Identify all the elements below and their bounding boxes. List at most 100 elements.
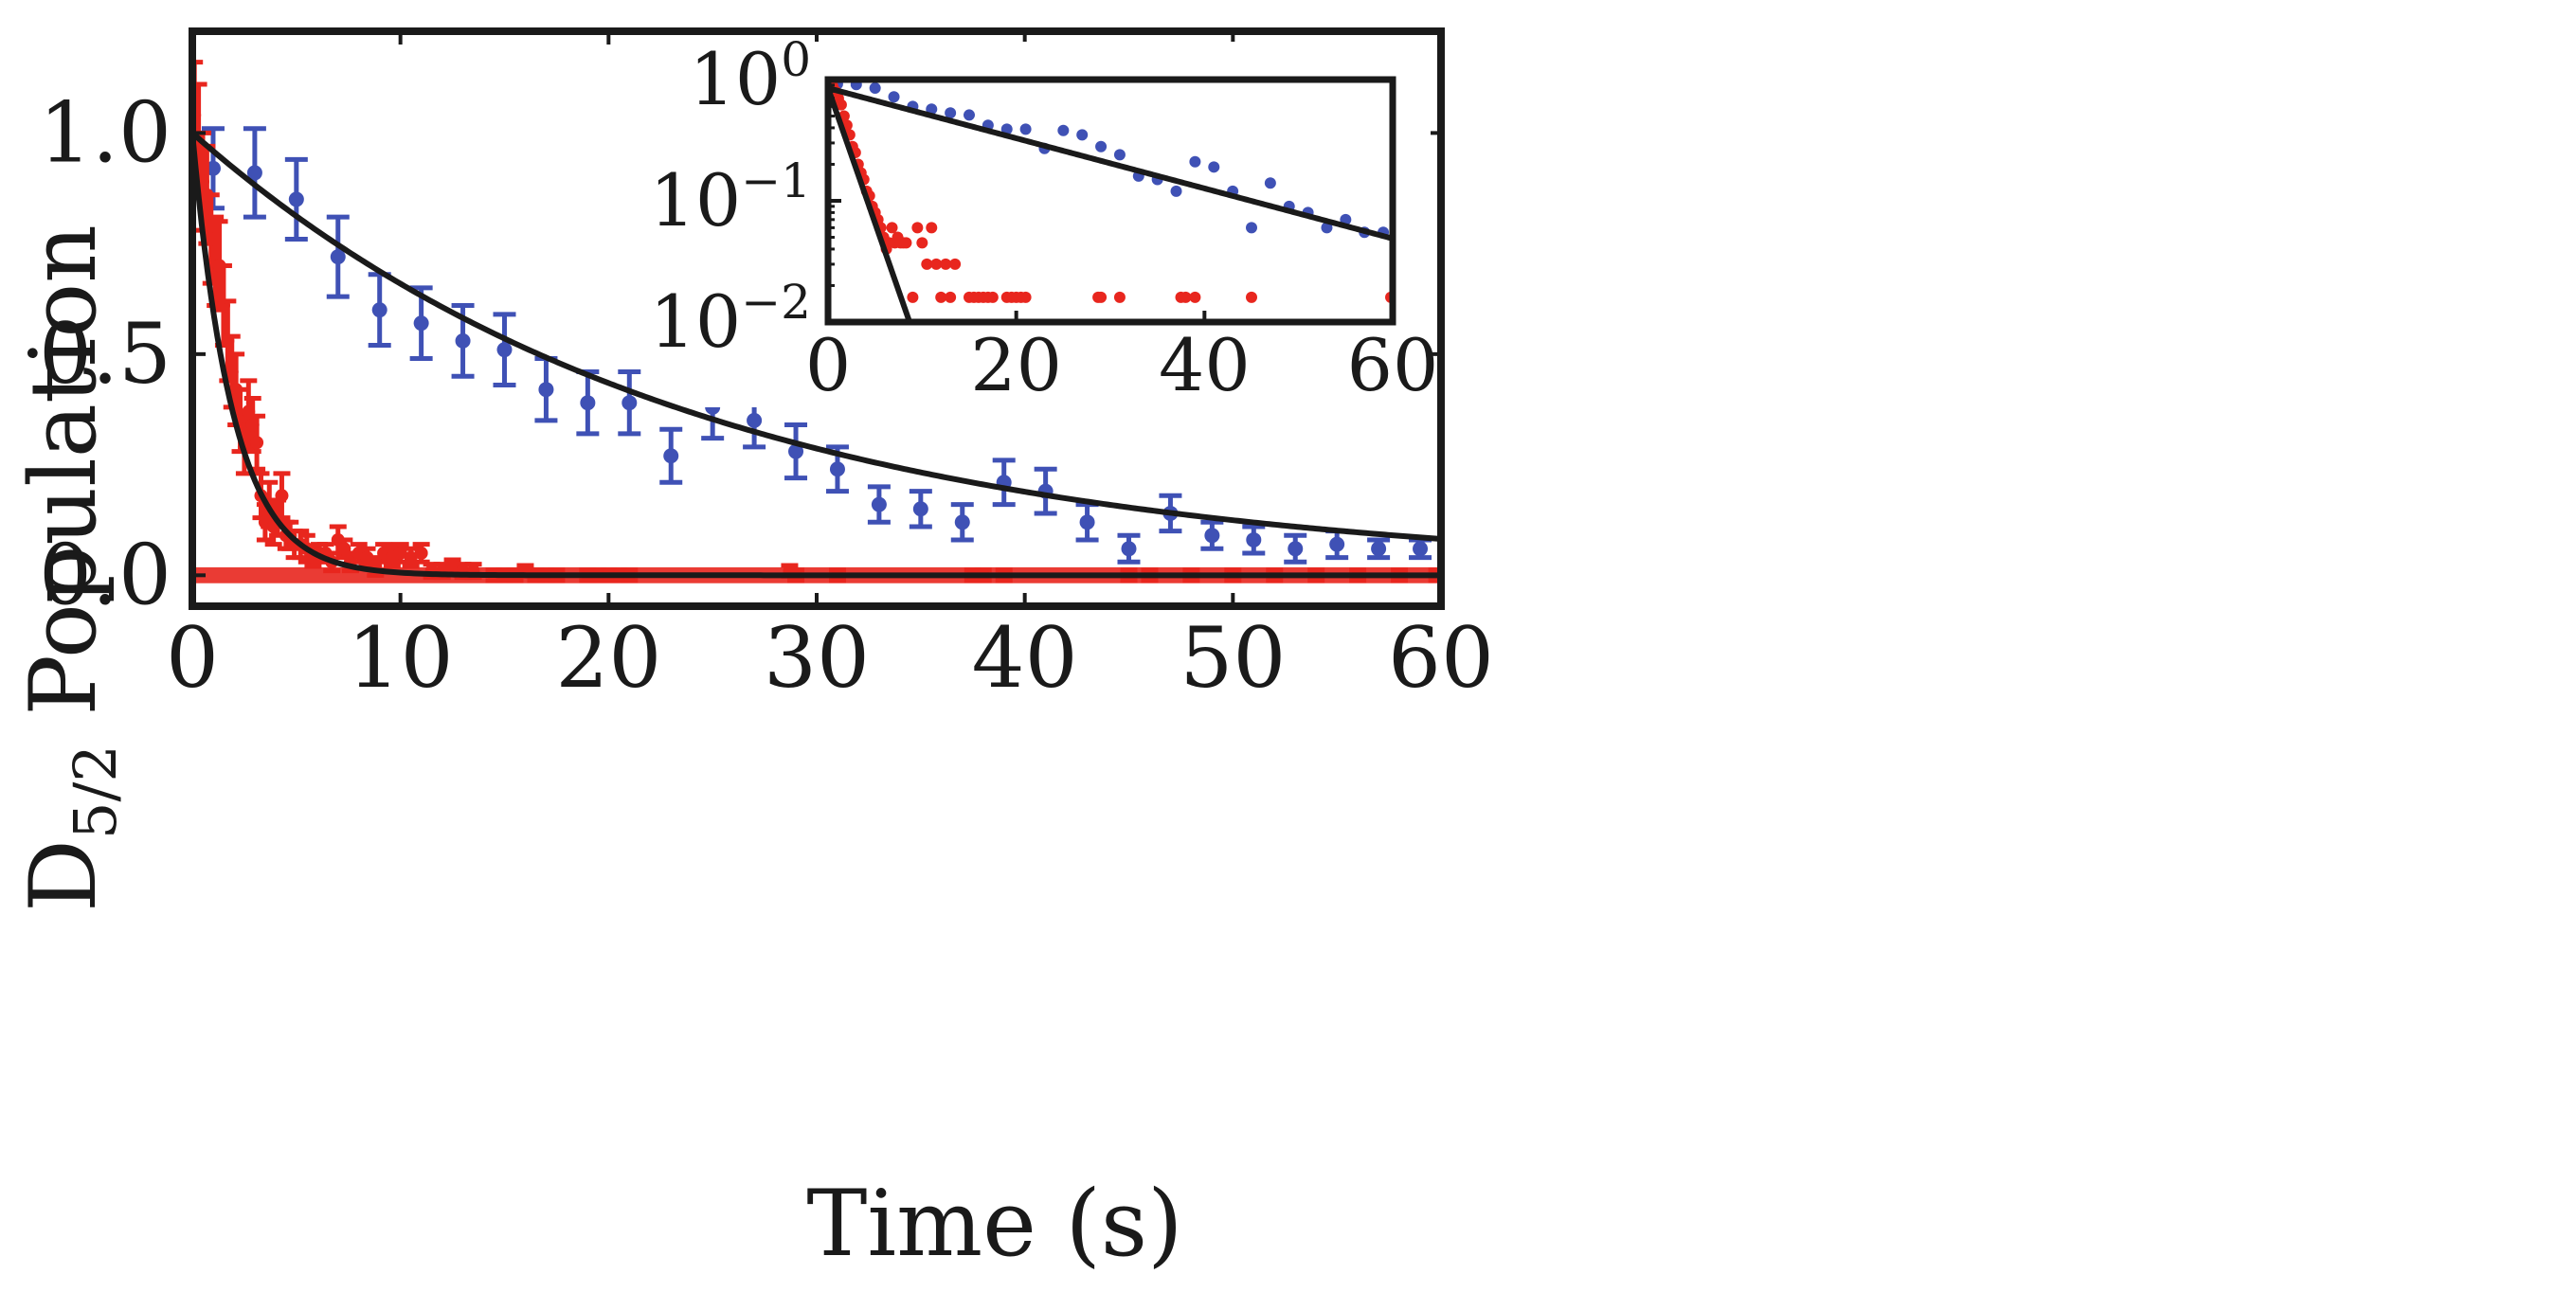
red-inset-point <box>916 237 928 249</box>
y-tick-label: 0.0 <box>39 526 171 623</box>
red-inset-point <box>835 99 847 111</box>
blue-data-series <box>201 126 1432 565</box>
blue-data-point <box>371 302 387 318</box>
blue-data-point <box>580 395 596 411</box>
red-inset-point <box>907 291 919 303</box>
blue-data-point <box>246 165 262 181</box>
blue-data-point <box>205 160 221 176</box>
inset-plot-area: 0 20 40 60 100 10−1 10−2 <box>650 32 1439 407</box>
red-inset-point <box>1246 291 1257 303</box>
red-inset-point <box>1095 291 1108 303</box>
inset-x-tick-label: 40 <box>1159 323 1251 407</box>
x-axis-label: Time (s) <box>806 1171 1182 1277</box>
y-axis-label-subscript: 5/2 <box>61 745 130 839</box>
blue-inset-point <box>888 91 900 103</box>
blue-data-point <box>330 249 346 265</box>
blue-data-point <box>1413 541 1429 557</box>
blue-data-point <box>954 514 970 530</box>
y-axis-label-main: D <box>10 839 117 912</box>
blue-data-point <box>413 315 429 332</box>
blue-data-point <box>747 412 763 428</box>
blue-data-point <box>871 496 887 512</box>
blue-data-point <box>1204 528 1220 544</box>
blue-inset-point <box>964 109 975 121</box>
blue-inset-point <box>1321 222 1333 234</box>
red-fit-curve <box>192 133 1441 579</box>
inset-background <box>695 42 1431 407</box>
x-tick-label: 50 <box>1180 609 1286 707</box>
blue-inset-point <box>1246 222 1257 234</box>
x-tick-label: 60 <box>1388 609 1494 707</box>
main-data-layer <box>192 60 1441 583</box>
red-inset-point <box>926 222 938 234</box>
blue-inset-point <box>1057 124 1070 136</box>
blue-data-point <box>1371 541 1387 557</box>
red-inset-point <box>986 291 999 303</box>
red-inset-point <box>911 222 924 234</box>
blue-data-point <box>788 443 804 459</box>
red-inset-point <box>1113 291 1126 303</box>
blue-inset-point <box>1189 155 1201 168</box>
red-inset-point <box>1019 291 1032 303</box>
red-inset-point <box>886 222 898 234</box>
y-tick-label: 1.0 <box>39 83 171 181</box>
blue-data-point <box>496 342 513 358</box>
red-inset-point <box>1180 291 1192 303</box>
x-tick-label: 0 <box>166 609 219 707</box>
blue-inset-point <box>1170 185 1182 197</box>
blue-inset-point <box>926 103 938 116</box>
inset-x-tick-label: 60 <box>1347 323 1439 407</box>
red-inset-fit-curve <box>828 87 913 322</box>
inset-x-tick-label: 20 <box>970 323 1062 407</box>
y-tick-label: 0.5 <box>39 305 171 403</box>
blue-data-point <box>912 501 928 517</box>
x-tick-label: 10 <box>348 609 454 707</box>
red-inset-point <box>900 237 912 249</box>
blue-inset-point <box>1264 177 1276 189</box>
inset-data-layer <box>828 80 1393 322</box>
blue-data-point <box>538 382 554 398</box>
blue-data-point <box>288 191 304 207</box>
inset-y-tick-label: 100 <box>689 32 811 121</box>
blue-inset-point <box>869 82 881 95</box>
blue-inset-point <box>1076 129 1089 141</box>
blue-data-point <box>1246 531 1262 547</box>
inset-y-tick-label: 10−2 <box>650 275 811 364</box>
y-axis-label: D5/2 Population <box>10 224 130 912</box>
blue-inset-point <box>1019 123 1032 135</box>
red-inset-point <box>930 258 943 270</box>
blue-inset-point <box>1095 140 1108 153</box>
red-inset-point <box>1189 291 1201 303</box>
red-inset-point <box>945 291 957 303</box>
red-data-point <box>414 546 428 560</box>
y-axis-label-rest: Population <box>10 224 117 745</box>
blue-inset-point <box>1113 149 1126 161</box>
red-data-point <box>250 436 264 450</box>
inset-x-tick-label: 0 <box>805 323 851 407</box>
inset-y-tick-label: 10−1 <box>650 153 811 242</box>
blue-data-point <box>1288 541 1304 557</box>
blue-data-point <box>621 395 638 411</box>
blue-inset-point <box>1208 161 1220 173</box>
main-plot-area: 0 10 20 30 40 50 60 0.0 0.5 1.0 <box>39 27 1494 707</box>
blue-data-point <box>829 461 845 477</box>
blue-inset-point <box>1000 123 1013 135</box>
red-inset-series <box>828 80 1393 303</box>
red-data-point <box>275 489 289 503</box>
red-inset-point <box>940 258 952 270</box>
red-inset-point <box>921 258 933 270</box>
x-tick-label: 40 <box>972 609 1078 707</box>
blue-inset-fit-curve <box>828 85 1393 242</box>
blue-data-point <box>1079 514 1095 530</box>
x-tick-label: 20 <box>555 609 661 707</box>
blue-data-point <box>1329 536 1345 552</box>
x-tick-label: 30 <box>764 609 870 707</box>
blue-inset-point <box>945 107 957 119</box>
blue-data-point <box>663 448 679 464</box>
blue-fit-curve <box>192 131 1441 542</box>
blue-data-point <box>1121 541 1137 557</box>
red-inset-point <box>935 291 947 303</box>
blue-data-point <box>455 332 471 349</box>
red-inset-point <box>949 258 962 270</box>
